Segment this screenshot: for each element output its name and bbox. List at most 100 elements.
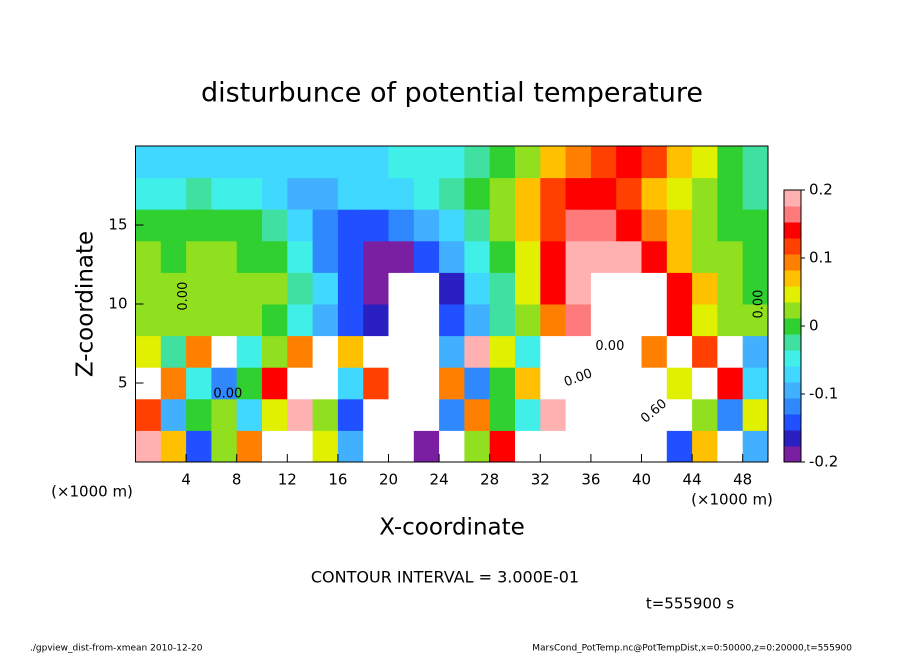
heat-cell: [160, 209, 187, 242]
heat-cell: [160, 304, 187, 337]
heat-cell: [236, 177, 263, 210]
colorbar-tick-label: 0.2: [809, 181, 833, 199]
contour-label: 0.00: [752, 290, 767, 319]
heat-cell: [388, 177, 415, 210]
heat-cell: [312, 272, 339, 305]
heat-cell: [413, 398, 440, 431]
heat-cell: [413, 430, 440, 463]
contour-label: 0.00: [595, 339, 624, 354]
heat-cell: [363, 240, 389, 273]
x-tick-label: 28: [480, 471, 499, 489]
heat-cell: [262, 177, 288, 210]
heat-cell: [236, 272, 263, 305]
heat-cell: [388, 430, 415, 463]
heat-cell: [641, 240, 668, 273]
heat-cell: [717, 304, 744, 337]
x-tick-label: 36: [581, 471, 600, 489]
heat-cell: [692, 430, 718, 463]
heat-cell: [717, 398, 744, 431]
footer-right: MarsCond_PotTemp.nc@PotTempDist,x=0:5000…: [532, 644, 852, 654]
heat-cell: [211, 304, 238, 337]
heat-cell: [388, 304, 415, 337]
heat-cell: [388, 240, 415, 273]
heat-cell: [590, 335, 617, 368]
heat-cell: [287, 272, 314, 305]
heat-cell: [590, 430, 617, 463]
heat-cell: [641, 430, 668, 463]
heat-cell: [262, 209, 288, 242]
heat-cell: [565, 367, 592, 400]
y-tick-label: 10: [108, 295, 127, 313]
heat-cell: [540, 272, 567, 305]
heat-cell: [363, 209, 389, 242]
heat-cell: [160, 430, 187, 463]
heat-cell: [388, 398, 415, 431]
heat-cell: [211, 430, 238, 463]
heat-cell: [439, 209, 465, 242]
heat-cell: [666, 367, 693, 400]
heat-cell: [666, 304, 693, 337]
heat-cell: [616, 430, 642, 463]
heat-cell: [388, 146, 415, 179]
heat-cell: [565, 272, 592, 305]
heat-cell: [312, 430, 339, 463]
colorbar-tick-label: -0.2: [809, 453, 838, 471]
heat-cell: [540, 430, 567, 463]
heat-cell: [236, 146, 263, 179]
x-axis-label: X-coordinate: [379, 515, 525, 541]
heat-cell: [489, 430, 516, 463]
heat-cell: [489, 335, 516, 368]
heat-cell: [135, 146, 162, 179]
colorbar-swatch: [784, 382, 801, 399]
colorbar-swatch: [784, 414, 801, 431]
heat-cell: [540, 240, 567, 273]
heat-cell: [692, 335, 718, 368]
heat-cell: [236, 430, 263, 463]
heat-cell: [742, 240, 769, 273]
x-tick-label: 20: [379, 471, 398, 489]
heat-cell: [262, 304, 288, 337]
heat-cell: [439, 240, 465, 273]
colorbar-swatch: [784, 318, 801, 335]
heat-cell: [186, 177, 212, 210]
heat-cell: [742, 146, 769, 179]
heat-cell: [515, 146, 541, 179]
heat-cell: [186, 146, 212, 179]
heat-cell: [186, 304, 212, 337]
heat-cell: [717, 272, 744, 305]
heat-cell: [590, 304, 617, 337]
heat-cell: [565, 240, 592, 273]
heat-cell: [262, 272, 288, 305]
heat-cell: [641, 367, 668, 400]
heat-cell: [616, 209, 642, 242]
heat-cell: [717, 430, 744, 463]
heat-cell: [666, 240, 693, 273]
colorbar-swatch: [784, 334, 801, 351]
heat-cell: [641, 272, 668, 305]
heat-cell: [312, 240, 339, 273]
heat-cell: [590, 209, 617, 242]
heat-cell: [742, 430, 769, 463]
heat-cell: [135, 335, 162, 368]
heat-cell: [692, 177, 718, 210]
heat-cell: [337, 335, 364, 368]
heat-cell: [337, 430, 364, 463]
heat-cell: [337, 367, 364, 400]
x-tick-label: 8: [232, 471, 242, 489]
heat-cell: [692, 209, 718, 242]
contour-label: 0.00: [176, 282, 191, 311]
heat-cell: [590, 177, 617, 210]
heat-cell: [186, 398, 212, 431]
heat-cell: [464, 335, 491, 368]
heat-cell: [312, 398, 339, 431]
heat-cell: [413, 240, 440, 273]
heat-cell: [186, 240, 212, 273]
heat-cell: [211, 177, 238, 210]
heat-cell: [287, 367, 314, 400]
heat-cell: [135, 177, 162, 210]
heat-cell: [464, 272, 491, 305]
x-tick-label: 48: [733, 471, 752, 489]
heat-cell: [211, 398, 238, 431]
